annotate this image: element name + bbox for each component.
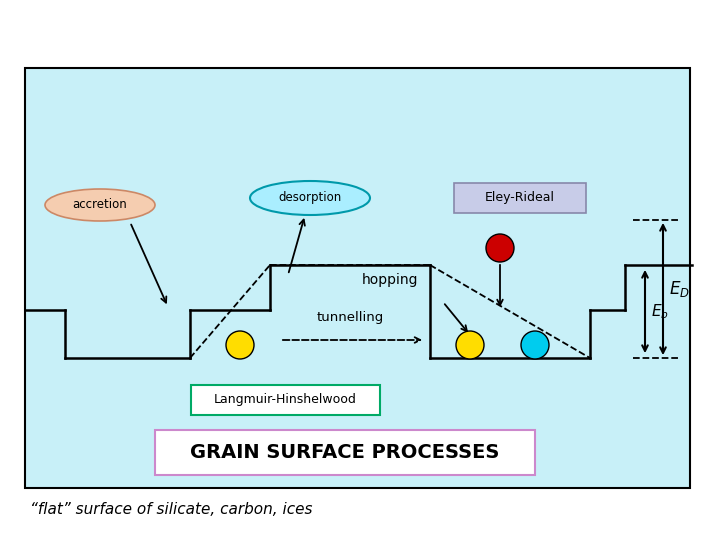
Ellipse shape bbox=[45, 189, 155, 221]
Bar bbox=[25, 68, 690, 488]
FancyBboxPatch shape bbox=[191, 385, 379, 415]
Text: Langmuir-Hinshelwood: Langmuir-Hinshelwood bbox=[214, 394, 356, 407]
Circle shape bbox=[521, 331, 549, 359]
Text: $E_b$: $E_b$ bbox=[651, 302, 669, 321]
Text: Eley-Rideal: Eley-Rideal bbox=[485, 192, 555, 205]
Bar bbox=[155, 430, 535, 475]
FancyBboxPatch shape bbox=[454, 183, 586, 213]
Text: desorption: desorption bbox=[279, 192, 341, 205]
Text: tunnelling: tunnelling bbox=[316, 312, 384, 325]
Text: GRAIN SURFACE PROCESSES: GRAIN SURFACE PROCESSES bbox=[190, 443, 500, 462]
Circle shape bbox=[486, 234, 514, 262]
Text: $E_D$: $E_D$ bbox=[669, 279, 690, 299]
Text: hopping: hopping bbox=[361, 273, 418, 287]
Text: accretion: accretion bbox=[73, 199, 127, 212]
Circle shape bbox=[456, 331, 484, 359]
Circle shape bbox=[226, 331, 254, 359]
Text: “flat” surface of silicate, carbon, ices: “flat” surface of silicate, carbon, ices bbox=[30, 503, 312, 517]
Ellipse shape bbox=[250, 181, 370, 215]
